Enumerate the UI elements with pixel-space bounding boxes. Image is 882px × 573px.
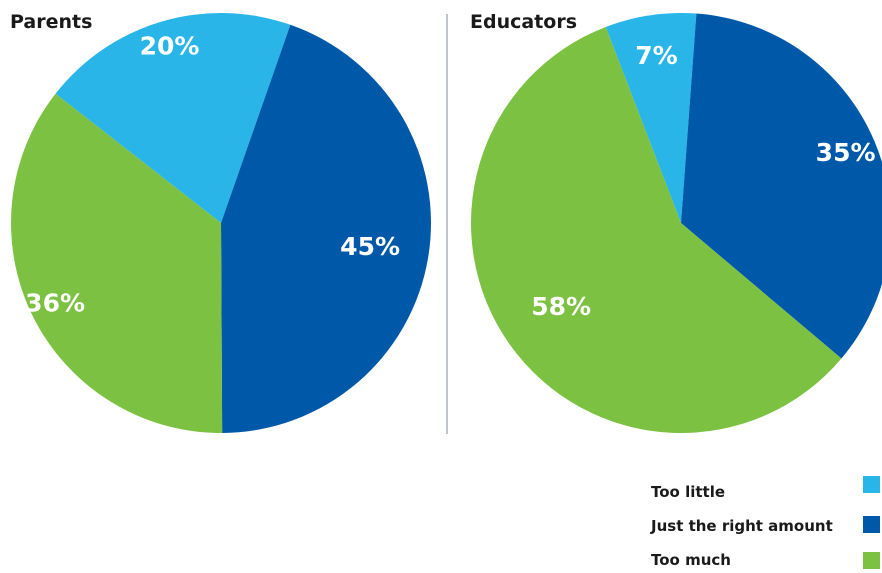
pie-slice-too-little (605, 12, 697, 223)
legend-label-just-right: Just the right amount (650, 517, 833, 535)
pie-slice-too-much (471, 26, 842, 433)
slice-label: 58% (531, 292, 591, 321)
legend-swatch-too-much (863, 552, 880, 569)
parents-pie: 20% 45% 36% (10, 13, 431, 434)
legend-label-too-little: Too little (651, 483, 725, 501)
educators-title: Educators (470, 11, 577, 33)
pie-slice-too-little (55, 13, 291, 224)
educators-pie: 7% 35% 58% (471, 12, 882, 433)
legend: Too little Just the right amount Too muc… (650, 476, 880, 569)
slice-label: 36% (25, 289, 85, 318)
slice-label: 45% (340, 232, 400, 261)
legend-label-too-much: Too much (651, 551, 731, 569)
pie-slice-just-the-right-amount (221, 24, 431, 433)
legend-swatch-too-little (863, 476, 880, 493)
slice-label: 7% (635, 41, 677, 70)
slice-label: 35% (816, 138, 876, 167)
legend-swatch-just-right (863, 516, 880, 533)
pie-slice-too-much (10, 93, 223, 434)
slice-label: 20% (140, 32, 200, 61)
pie-slice-just-the-right-amount (681, 13, 882, 359)
parents-title: Parents (10, 11, 92, 33)
